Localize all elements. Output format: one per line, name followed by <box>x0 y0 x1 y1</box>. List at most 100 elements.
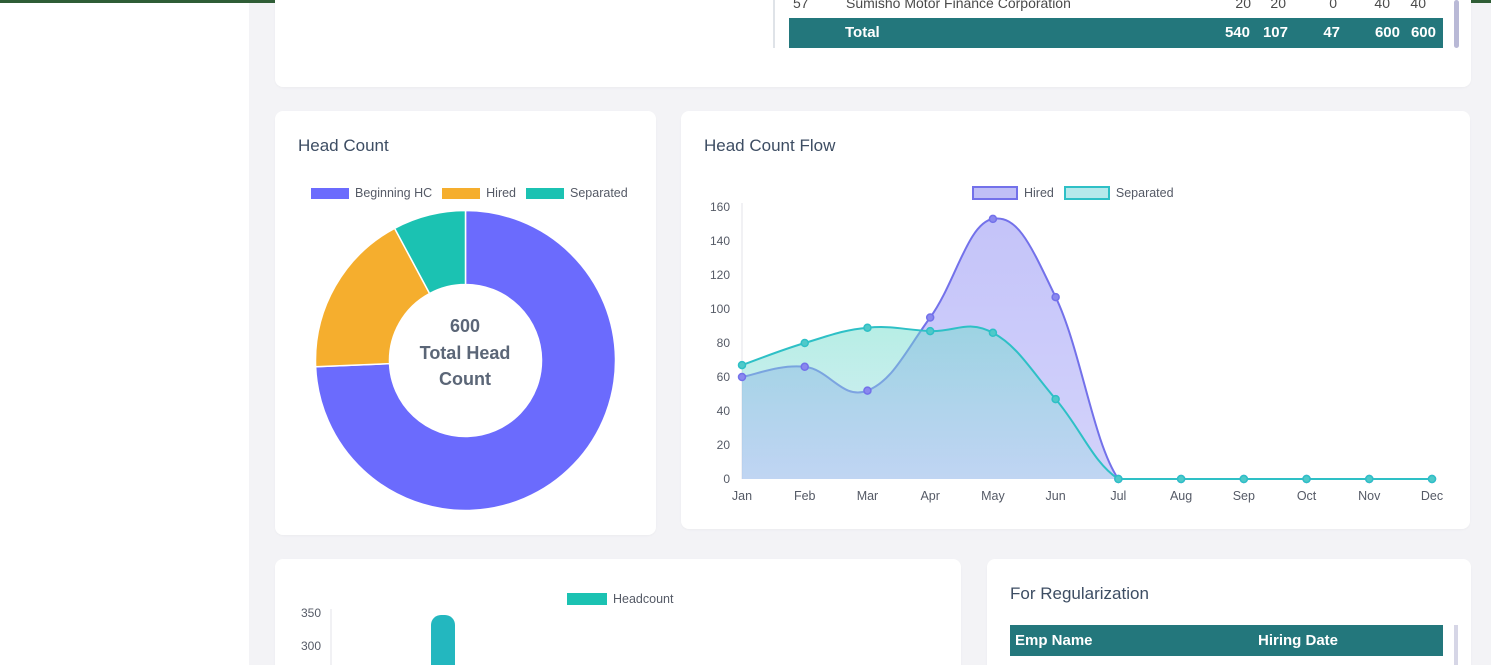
legend-label-hired: Hired <box>486 186 517 200</box>
legend-flow-separated[interactable]: Separated <box>1063 186 1174 200</box>
donut-slice-hired[interactable] <box>314 227 431 368</box>
flow-point-separated[interactable] <box>737 360 747 370</box>
flow-point-hired[interactable] <box>988 214 998 224</box>
flow-x-tick-label: Jan <box>732 489 752 503</box>
legend-label-separated: Separated <box>570 186 628 200</box>
headcount-bar-chart: 350 300 <box>301 606 455 665</box>
flow-point-hired[interactable] <box>863 386 872 395</box>
row-col3: 0 <box>1329 0 1337 11</box>
flow-series <box>741 217 1432 480</box>
legend-swatch-flow-hired <box>972 186 1018 200</box>
head-count-donut: 600 Total Head Count <box>314 209 617 512</box>
legend-swatch-hired <box>442 187 481 199</box>
row-number: 57 <box>793 0 809 11</box>
flow-y-tick-label: 60 <box>717 370 731 384</box>
donut-slice-separated[interactable] <box>393 209 467 295</box>
head-count-flow-chart: 0 20 40 60 80 100 120 140 160 Jan Feb Mar Apr May Jun J… <box>710 200 1443 503</box>
flow-title: Head Count Flow <box>704 136 836 155</box>
row-col4: 40 <box>1374 0 1390 11</box>
flow-y-tick-label: 140 <box>710 234 730 248</box>
flow-legend: Hired Separated <box>972 186 1184 200</box>
flow-point-hired[interactable] <box>800 362 809 372</box>
row-col2: 20 <box>1270 0 1286 11</box>
legend-beginning-hc[interactable]: Beginning HC <box>311 186 432 200</box>
head-count-card: Head Count Beginning HC Hired Separated … <box>275 111 656 535</box>
bar-headcount[interactable] <box>431 615 455 665</box>
headcount-bar-card: Headcount 350 300 <box>275 559 961 665</box>
head-count-title: Head Count <box>298 136 389 155</box>
flow-x-tick-label: Feb <box>794 489 816 503</box>
bar-y-tick-label: 300 <box>301 639 321 653</box>
flow-x-tick-label: Apr <box>920 489 939 503</box>
flow-point-separated[interactable] <box>1176 474 1186 484</box>
bar-marks <box>431 615 455 665</box>
row-col1: 20 <box>1235 0 1251 11</box>
table-scrollbar[interactable] <box>1454 0 1459 48</box>
legend-label-flow-hired: Hired <box>1024 186 1054 200</box>
legend-swatch-beginning <box>311 187 349 199</box>
flow-x-tick-label: Dec <box>1421 489 1443 503</box>
flow-x-tick-label: Jun <box>1046 489 1066 503</box>
legend-label-beginning: Beginning HC <box>355 186 433 200</box>
regularization-card: For Regularization Emp Name Hiring Date <box>987 559 1471 665</box>
flow-point-separated[interactable] <box>1427 474 1437 484</box>
head-count-legend: Beginning HC Hired Separated <box>311 186 638 200</box>
legend-hired[interactable]: Hired <box>442 186 516 200</box>
flow-x-tick-label: Mar <box>857 489 879 503</box>
table-row: 57 Sumisho Motor Finance Corporation 20 … <box>789 0 1443 17</box>
flow-y-tick-label: 20 <box>717 438 731 452</box>
donut-slice-beginning-hc[interactable] <box>314 209 617 512</box>
total-col1: 540 <box>1224 24 1250 41</box>
row-col5: 40 <box>1410 0 1426 11</box>
flow-y-tick-label: 100 <box>710 302 730 316</box>
col-hiring-date[interactable]: Hiring Date <box>1258 632 1339 649</box>
flow-point-hired[interactable] <box>925 313 935 322</box>
table-total-row: Total 540 107 47 600 600 <box>789 18 1443 48</box>
legend-swatch-flow-separated <box>1063 186 1110 200</box>
flow-point-separated[interactable] <box>1365 474 1374 484</box>
company-table: 57 Sumisho Motor Finance Corporation 20 … <box>773 0 1459 48</box>
flow-x-tick-label: Jul <box>1110 489 1126 503</box>
legend-flow-hired[interactable]: Hired <box>972 186 1054 200</box>
flow-point-separated[interactable] <box>1114 474 1123 484</box>
flow-point-separated[interactable] <box>1051 394 1060 404</box>
col-emp-name[interactable]: Emp Name <box>1015 632 1093 649</box>
donut-center-label-line1: Total Head <box>420 343 511 363</box>
total-label: Total <box>845 24 880 41</box>
flow-point-separated[interactable] <box>1239 474 1249 484</box>
flow-points <box>737 214 1437 484</box>
total-col3: 47 <box>1323 24 1340 41</box>
legend-swatch-separated <box>526 187 565 199</box>
total-col4: 600 <box>1374 24 1400 41</box>
flow-x-tick-label: Sep <box>1233 489 1255 503</box>
legend-separated[interactable]: Separated <box>526 186 628 200</box>
bar-axes: 350 300 <box>301 606 332 665</box>
legend-swatch-headcount <box>567 593 607 605</box>
flow-point-separated[interactable] <box>863 323 872 332</box>
flow-y-tick-label: 120 <box>710 268 730 282</box>
row-company: Sumisho Motor Finance Corporation <box>846 0 1071 11</box>
flow-x-tick-label: Oct <box>1297 489 1317 503</box>
legend-headcount[interactable]: Headcount <box>567 592 673 606</box>
flow-point-separated[interactable] <box>988 328 998 338</box>
company-summary-card: 57 Sumisho Motor Finance Corporation 20 … <box>275 0 1471 87</box>
legend-label-flow-separated: Separated <box>1115 186 1174 200</box>
flow-point-separated[interactable] <box>925 326 935 336</box>
head-count-flow-card: Head Count Flow Hired Separated 0 20 40 60 8… <box>681 111 1470 529</box>
regularization-scrollbar[interactable] <box>1454 625 1458 665</box>
flow-area-separated <box>742 326 1432 479</box>
flow-x-tick-label: Nov <box>1358 489 1381 503</box>
donut-center-value: 600 <box>450 316 480 336</box>
flow-point-hired[interactable] <box>737 372 747 382</box>
flow-point-separated[interactable] <box>800 338 809 348</box>
flow-x-tick-label: Aug <box>1170 489 1192 503</box>
flow-point-hired[interactable] <box>1051 292 1060 302</box>
bar-y-tick-label: 350 <box>301 606 321 620</box>
flow-y-tick-label: 0 <box>723 472 730 486</box>
bar-legend: Headcount <box>567 592 683 606</box>
donut-slices <box>314 209 617 512</box>
flow-point-separated[interactable] <box>1302 474 1311 484</box>
flow-y-tick-label: 80 <box>717 336 731 350</box>
total-col5: 600 <box>1410 24 1436 41</box>
sidebar <box>0 3 249 665</box>
